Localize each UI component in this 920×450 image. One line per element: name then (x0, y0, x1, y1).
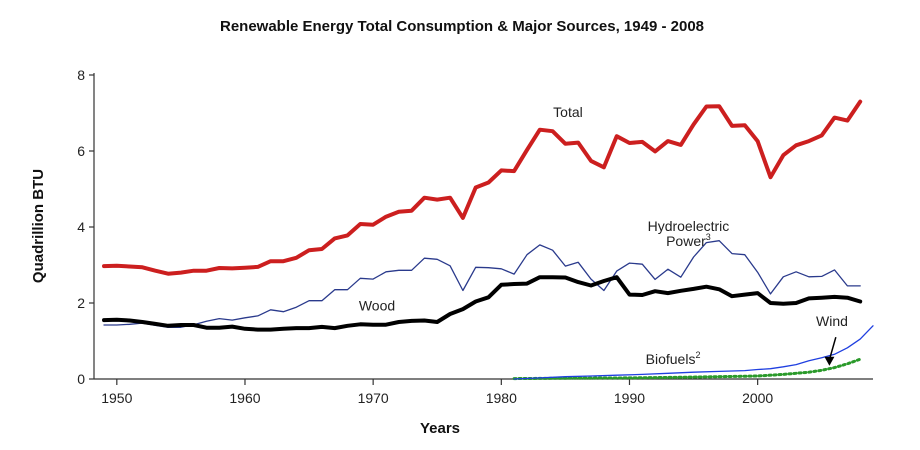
series-line-hydroelectric-power (103, 240, 861, 328)
y-axis-label: Quadrillion BTU (30, 169, 47, 283)
x-tick-label: 1980 (486, 390, 517, 406)
y-tick-label: 8 (77, 67, 85, 83)
x-tick-label: 2000 (742, 390, 773, 406)
y-tick-label: 6 (77, 143, 85, 159)
series-label-total: Total (553, 104, 583, 120)
x-tick-label: 1970 (358, 390, 389, 406)
x-tick-label: 1950 (101, 390, 132, 406)
series-line-total (102, 99, 863, 276)
x-tick-label: 1960 (229, 390, 260, 406)
wind-arrow-shaft (828, 336, 837, 360)
series-line-biofuels (512, 357, 862, 381)
series-line-wind (513, 325, 874, 380)
series-label-wind: Wind (816, 313, 848, 329)
series-label-power: Power3 (666, 232, 711, 249)
chart-title: Renewable Energy Total Consumption & Maj… (220, 18, 704, 35)
wind-arrow-head (824, 356, 835, 366)
series-label-hydroelectric: Hydroelectric (648, 218, 730, 234)
y-tick-label: 4 (77, 219, 85, 235)
y-tick-label: 2 (77, 295, 85, 311)
x-tick-label: 1990 (614, 390, 645, 406)
x-axis-label: Years (420, 420, 460, 437)
y-tick-label: 0 (77, 371, 85, 387)
plot-area: 0 2 4 6 8 1950 1960 1970 1980 1990 2000 Total Hydroe… (77, 67, 874, 406)
series-label-biofuels: Biofuels2 (646, 350, 701, 367)
series-label-wood: Wood (359, 298, 395, 314)
series-line-wood (102, 275, 863, 332)
